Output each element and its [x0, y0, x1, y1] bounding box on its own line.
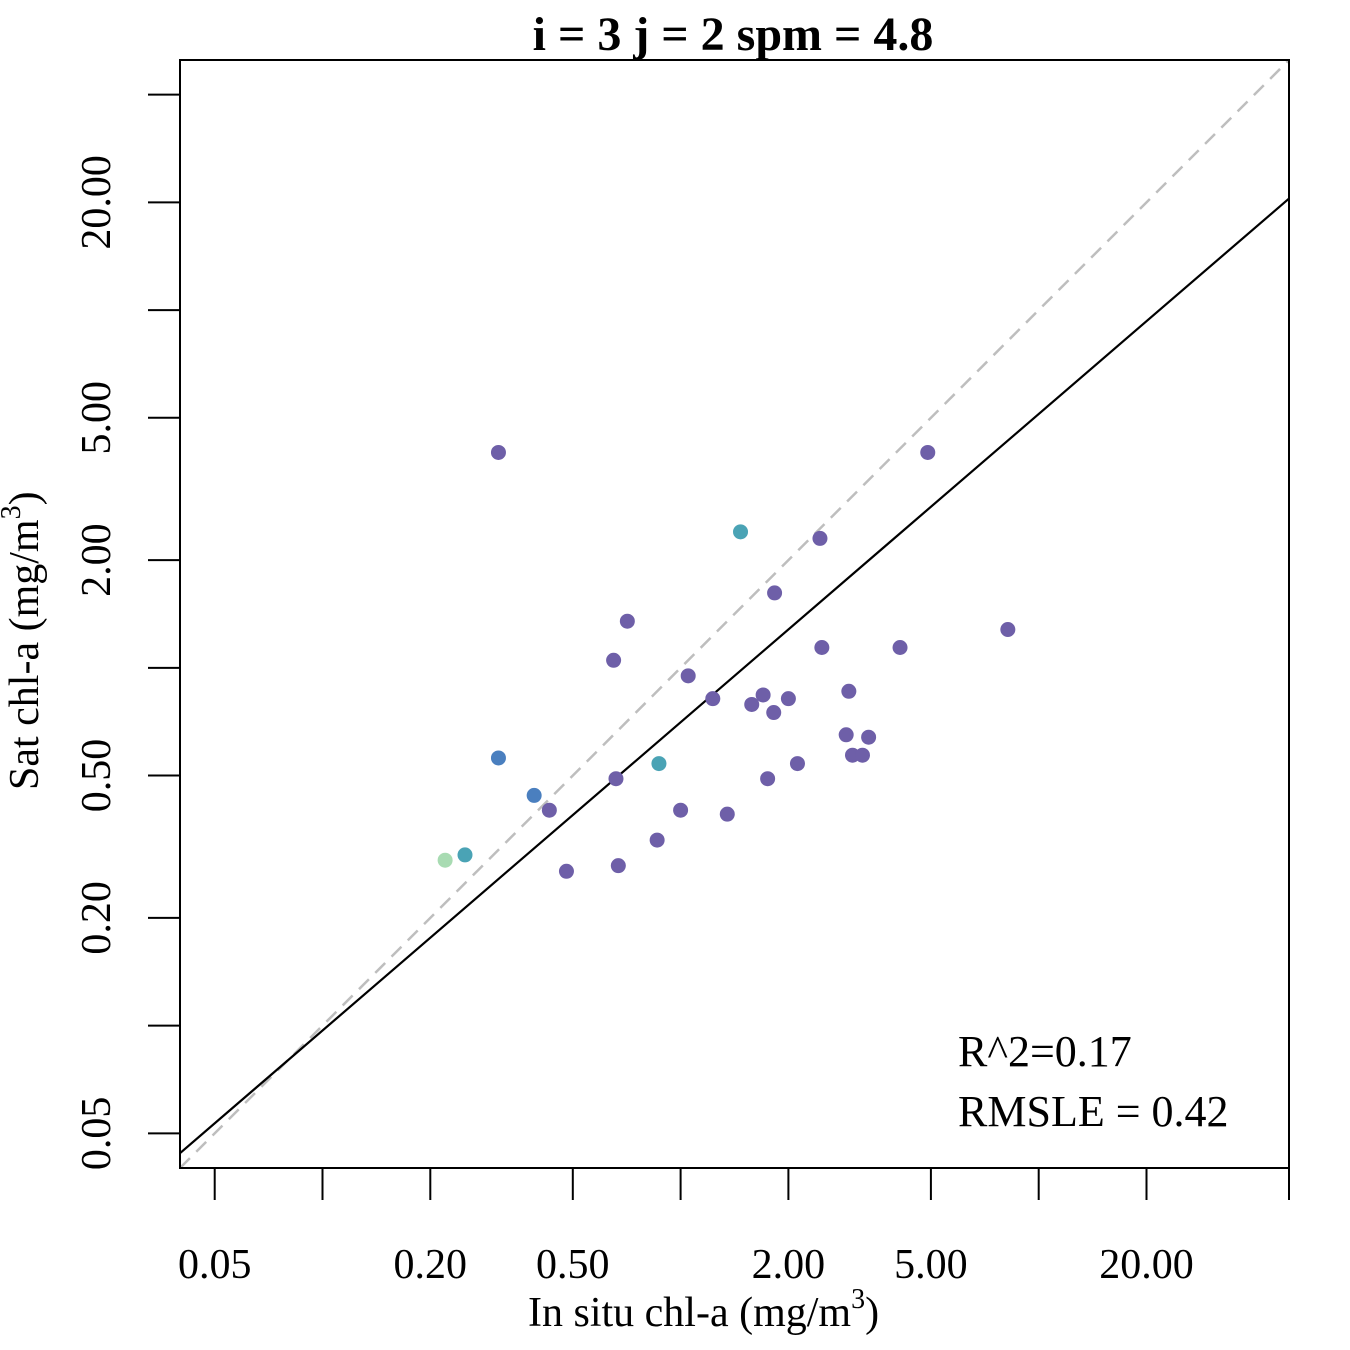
data-point [610, 858, 626, 874]
data-point [457, 847, 473, 863]
data-point [673, 802, 689, 818]
data-point [606, 652, 622, 668]
data-point [619, 613, 635, 629]
data-point [608, 771, 624, 787]
x-axis-label-close: ) [865, 1290, 879, 1336]
data-point [705, 691, 721, 707]
x-axis-label-text: In situ chl-a (mg/m [528, 1290, 851, 1336]
y-tick-label: 2.00 [74, 523, 120, 597]
reference-lines [179, 59, 1290, 1169]
data-point [490, 750, 506, 766]
y-axis-label-text: Sat chl-a (mg/m [2, 519, 48, 790]
chart-title: i = 3 j = 2 spm = 4.8 [533, 8, 934, 61]
data-point [760, 771, 776, 787]
x-axis-label: In situ chl-a (mg/m3) [528, 1284, 879, 1336]
data-point [437, 852, 453, 868]
x-tick-label: 2.00 [752, 1242, 826, 1288]
data-point [920, 444, 936, 460]
y-axis-label-close: ) [2, 491, 48, 505]
plot-frame [179, 59, 1290, 1169]
data-point [854, 747, 870, 763]
data-point [814, 639, 830, 655]
y-tick-label: 20.00 [74, 155, 120, 250]
data-point [490, 444, 506, 460]
fit-line [179, 197, 1290, 1155]
data-point [892, 639, 908, 655]
data-point [861, 729, 877, 745]
x-tick-label: 20.00 [1099, 1242, 1194, 1288]
data-point [744, 696, 760, 712]
data-point [680, 668, 696, 684]
data-point [719, 806, 735, 822]
data-point [755, 687, 771, 703]
x-tick-label: 0.20 [394, 1242, 468, 1288]
rmsle-annotation: RMSLE = 0.42 [958, 1087, 1229, 1136]
data-point [767, 585, 783, 601]
data-point [526, 787, 542, 803]
data-point [780, 691, 796, 707]
data-point [812, 530, 828, 546]
data-points [437, 444, 1016, 879]
data-point [1000, 621, 1016, 637]
one-to-one-line [179, 59, 1290, 1169]
r-squared-annotation: R^2=0.17 [958, 1027, 1132, 1076]
x-tick-label: 5.00 [894, 1242, 968, 1288]
x-axis-label-superscript: 3 [851, 1284, 865, 1315]
data-point [651, 756, 667, 772]
y-tick-label: 5.00 [74, 381, 120, 455]
y-tick-label: 0.20 [74, 881, 120, 955]
data-point [841, 683, 857, 699]
y-axis-label: Sat chl-a (mg/m3) [0, 491, 48, 790]
data-point [558, 863, 574, 879]
y-axis-label-superscript: 3 [0, 505, 27, 519]
data-point [649, 832, 665, 848]
axes: 0.05 0.20 0.50 2.00 5.00 20.00 0.05 0.20 0.50 2.0… [74, 93, 1290, 1288]
data-point [789, 756, 805, 772]
data-point [838, 727, 854, 743]
data-point [541, 802, 557, 818]
data-point [733, 524, 749, 540]
x-tick-label: 0.50 [536, 1242, 610, 1288]
x-tick-label: 0.05 [178, 1242, 252, 1288]
y-tick-label: 0.50 [74, 739, 120, 813]
y-tick-label: 0.05 [74, 1097, 120, 1171]
data-point [766, 705, 782, 721]
